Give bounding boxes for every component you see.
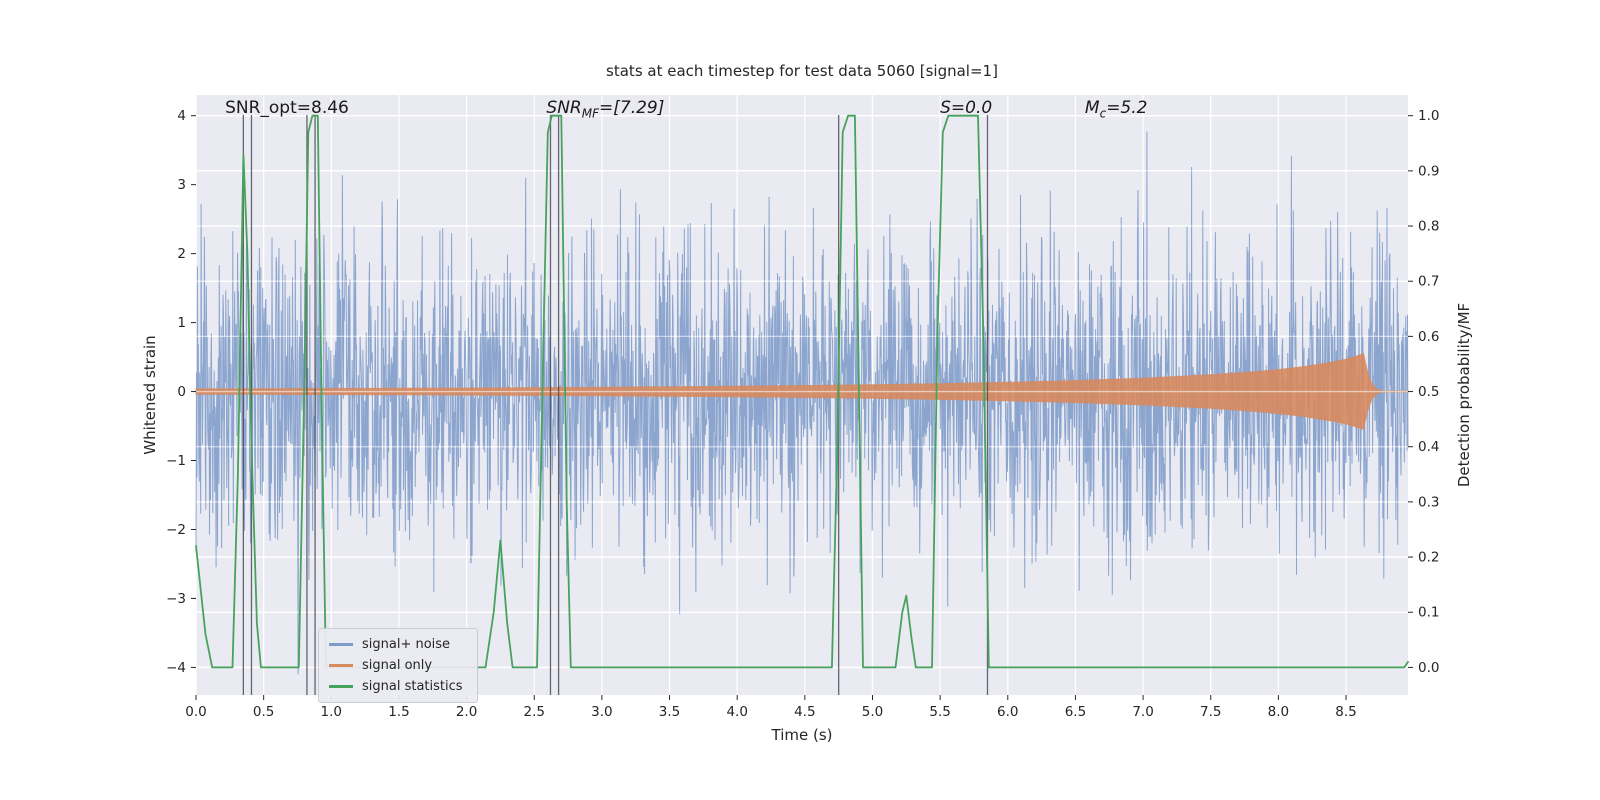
svg-text:3.0: 3.0 (591, 704, 612, 720)
svg-text:4.5: 4.5 (794, 704, 815, 720)
svg-text:−1: −1 (166, 453, 186, 469)
svg-text:7.0: 7.0 (1132, 704, 1153, 720)
svg-text:1.0: 1.0 (321, 704, 342, 720)
svg-text:0.5: 0.5 (1418, 384, 1439, 400)
annotation-snr-opt: SNR_opt=8.46 (225, 98, 349, 120)
y-axis-left-ticks: −4 −3 −2 −1 0 1 2 3 4 (166, 108, 196, 676)
annotation-text: SNR (546, 98, 582, 118)
svg-text:4: 4 (177, 108, 186, 124)
svg-text:2.5: 2.5 (524, 704, 545, 720)
annotation-text: =5.2 (1106, 98, 1148, 118)
annotation-text: M (1084, 98, 1100, 118)
svg-text:0.1: 0.1 (1418, 605, 1439, 621)
legend-swatch-signal-statistics (329, 685, 353, 688)
annotation-text: SNR_opt=8.46 (225, 98, 349, 118)
annotation-text: S (940, 98, 951, 118)
svg-text:0.9: 0.9 (1418, 163, 1439, 179)
svg-text:8.5: 8.5 (1335, 704, 1356, 720)
svg-text:1.5: 1.5 (388, 704, 409, 720)
svg-text:5.5: 5.5 (929, 704, 950, 720)
left-axis-label: Whitened strain (141, 335, 159, 455)
annotation-text: =[7.29] (599, 98, 665, 118)
svg-text:3: 3 (177, 177, 186, 193)
svg-text:0.3: 0.3 (1418, 494, 1439, 510)
annotation-subscript: MF (581, 106, 600, 121)
legend-item-signal-only: signal only (329, 658, 463, 673)
svg-text:−4: −4 (166, 660, 186, 676)
legend-swatch-signal-noise (329, 643, 353, 646)
svg-text:−2: −2 (166, 522, 186, 538)
y-gridlines-overlay (196, 115, 1408, 669)
svg-text:0: 0 (177, 384, 186, 400)
svg-text:4.0: 4.0 (726, 704, 747, 720)
svg-text:6.0: 6.0 (997, 704, 1018, 720)
svg-text:7.5: 7.5 (1200, 704, 1221, 720)
svg-text:0.6: 0.6 (1418, 329, 1439, 345)
svg-text:1.0: 1.0 (1418, 108, 1439, 124)
svg-text:5.0: 5.0 (862, 704, 883, 720)
svg-text:2.0: 2.0 (456, 704, 477, 720)
legend: signal+ noise signal only signal statist… (318, 628, 478, 703)
legend-item-signal-noise: signal+ noise (329, 637, 463, 652)
svg-text:0.0: 0.0 (1418, 660, 1439, 676)
svg-text:0.2: 0.2 (1418, 550, 1439, 566)
svg-text:0.5: 0.5 (253, 704, 274, 720)
annotation-s: S=0.0 (940, 98, 992, 120)
svg-text:2: 2 (177, 246, 186, 262)
chart-title: stats at each timestep for test data 506… (606, 62, 998, 80)
annotation-subscript: c (1099, 106, 1107, 121)
svg-text:3.5: 3.5 (659, 704, 680, 720)
series-signal-plus-noise (195, 131, 1409, 675)
legend-label: signal+ noise (362, 637, 451, 652)
series-signal-statistics (195, 114, 1409, 669)
svg-text:0.4: 0.4 (1418, 439, 1439, 455)
svg-text:0.0: 0.0 (185, 704, 206, 720)
legend-label: signal only (362, 658, 433, 673)
x-axis-ticks: 0.0 0.5 1.0 1.5 2.0 2.5 3.0 3.5 4.0 4.5 5.0 5.5 6.0 6… (185, 695, 1357, 720)
annotation-text: =0.0 (950, 98, 993, 118)
svg-text:0.7: 0.7 (1418, 274, 1439, 290)
legend-swatch-signal-only (329, 664, 353, 667)
y-axis-right-ticks: 0.0 0.1 0.2 0.3 0.4 0.5 0.6 0.7 0.8 0.9 1.0 (1408, 108, 1439, 676)
annotation-snr-mf: SNRMF=[7.29] (546, 98, 664, 120)
svg-text:1: 1 (177, 315, 186, 331)
svg-text:8.0: 8.0 (1268, 704, 1289, 720)
legend-item-signal-statistics: signal statistics (329, 679, 463, 694)
svg-text:6.5: 6.5 (1065, 704, 1086, 720)
right-axis-label: Detection probability/MF (1455, 302, 1473, 488)
svg-text:−3: −3 (166, 591, 186, 607)
legend-label: signal statistics (362, 679, 463, 694)
annotation-mc: Mc=5.2 (1085, 98, 1148, 120)
svg-text:0.8: 0.8 (1418, 219, 1439, 235)
x-axis-label: Time (s) (771, 726, 833, 744)
